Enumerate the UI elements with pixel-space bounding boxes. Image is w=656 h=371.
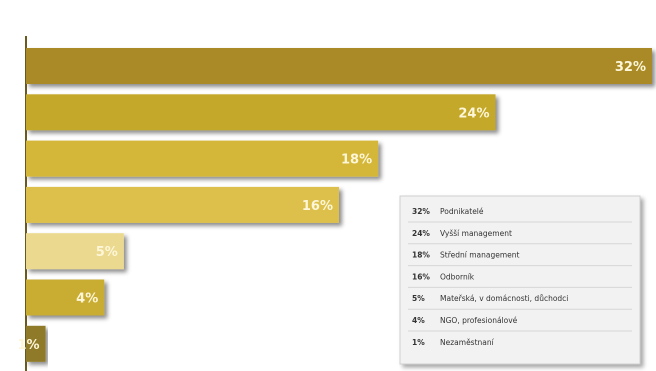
legend-item-label: Nezaměstnaní — [440, 338, 495, 347]
bar-5 — [26, 233, 124, 270]
bar-value-label: 5% — [96, 245, 118, 260]
legend-item-label: NGO, profesionálové — [440, 316, 518, 325]
bar-value-label: 1% — [17, 338, 39, 353]
legend-item-value: 1% — [412, 338, 425, 347]
legend: 32% Podnikatelé 24% Vyšší management 18% Stře… — [399, 195, 641, 365]
legend-item-label: Střední management — [440, 251, 520, 260]
bar-4 — [26, 186, 339, 223]
bar-1 — [26, 48, 652, 84]
legend-item-value: 18% — [412, 251, 430, 260]
legend-item-value: 16% — [412, 272, 430, 281]
bar-3 — [26, 140, 379, 177]
legend-item-label: Podnikatelé — [440, 207, 484, 216]
bar-7 — [26, 325, 46, 362]
legend-item-value: 24% — [412, 229, 430, 238]
bar-value-label: 4% — [76, 292, 98, 307]
legend-item-label: Odborník — [440, 272, 475, 281]
legend-item-value: 5% — [412, 294, 425, 303]
bars-group: 32% 24% 18% 16% 5% 4% 1% — [17, 48, 652, 362]
bar-2 — [26, 94, 496, 131]
legend-item-label: Mateřská, v domácnosti, důchodci — [440, 294, 568, 303]
legend-box — [399, 195, 641, 365]
bar-6 — [26, 279, 105, 316]
legend-item-label: Vyšší management — [440, 229, 512, 238]
legend-item-value: 32% — [412, 207, 430, 216]
legend-item-value: 4% — [412, 316, 425, 325]
bar-value-label: 32% — [615, 60, 646, 75]
bar-value-label: 16% — [302, 199, 333, 214]
bar-value-label: 18% — [341, 153, 372, 168]
bar-value-label: 24% — [458, 106, 489, 121]
